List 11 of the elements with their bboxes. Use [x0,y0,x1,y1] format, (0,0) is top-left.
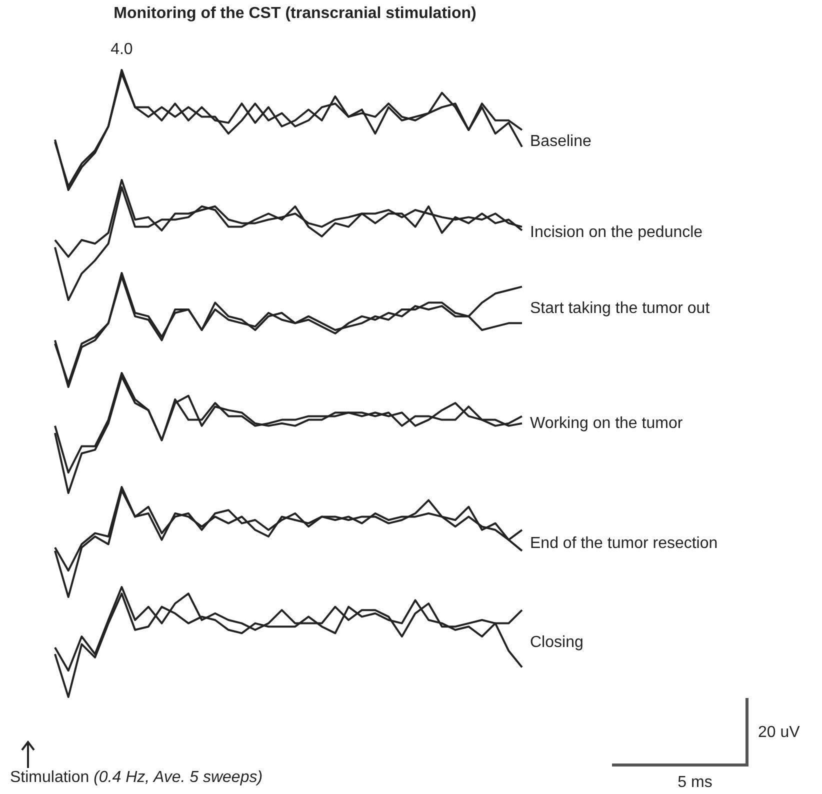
text: 20 uV [758,724,800,742]
text: Start taking the tumor out [530,300,710,318]
text: Baseline [530,133,592,152]
text: 4.0 [110,41,133,59]
text: Incision on the peduncle [530,224,703,242]
chart-title: Monitoring of the CST (transcranial stimulation) [114,5,476,23]
text: End of the tumor resection [530,535,718,554]
text: Working on the tumor [530,414,683,433]
text: 5 ms [678,774,712,792]
text: Closing [530,634,584,652]
text: Stimulation (0.4 Hz, Ave. 5 sweeps) [10,769,263,787]
